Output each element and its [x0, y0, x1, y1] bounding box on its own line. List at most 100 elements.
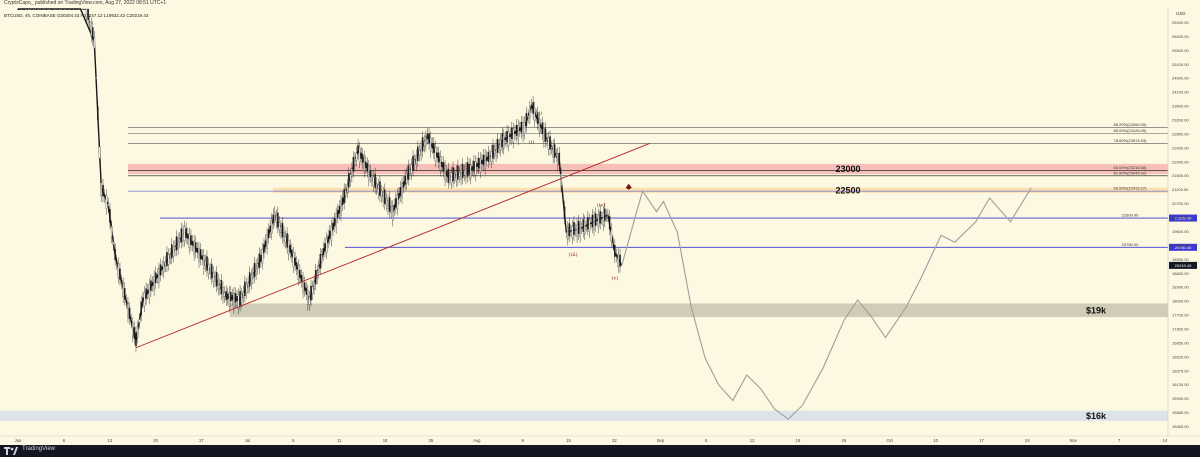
candle-body [337, 210, 339, 218]
candle-body [474, 161, 477, 176]
candle-body [156, 274, 159, 278]
price-tick: 16130.00 [1172, 382, 1189, 387]
zone-2 [230, 303, 1168, 318]
candle-body [214, 276, 216, 282]
candle-body [560, 173, 562, 187]
candle-body [525, 112, 528, 127]
time-tick: 10 [933, 438, 938, 443]
candle-body [297, 265, 300, 280]
candle-body [148, 284, 151, 299]
candle-body [514, 130, 516, 134]
candle-body [487, 151, 490, 162]
candle-body [60, 8, 62, 10]
candle-body [441, 161, 443, 167]
price-badge-text-2: 20219.43 [1175, 263, 1192, 268]
candle-body [162, 262, 165, 273]
price-tick: 18300.00 [1172, 285, 1189, 290]
price-tick: 22800.00 [1172, 131, 1189, 136]
candle-body [532, 102, 534, 114]
candle-body [66, 8, 69, 10]
candle-body [204, 260, 207, 266]
candle-body [346, 184, 349, 193]
wave-label-4: (v) [611, 275, 618, 282]
candle-body [437, 152, 440, 163]
candle-body [302, 277, 304, 293]
candle-body [201, 255, 203, 260]
candle-body [188, 233, 191, 248]
candle-body [212, 272, 215, 282]
candle-body [185, 228, 187, 238]
candle-body [159, 264, 162, 276]
candle-body [310, 285, 312, 301]
price-tick: 19400.00 [1172, 243, 1189, 248]
candle-body [477, 158, 480, 169]
candle-body [405, 173, 408, 184]
candle-body [109, 209, 111, 223]
candle-body [465, 168, 467, 178]
candle-body [63, 8, 65, 10]
zone-0 [128, 163, 1168, 175]
candle-body [371, 175, 373, 181]
projection-layer [621, 187, 1032, 420]
candle-body [485, 156, 488, 161]
symbol-legend[interactable]: BTCUSD, 4h, COINBASE O20204.43 H20247.12… [4, 13, 148, 18]
candle-body [426, 134, 429, 139]
time-tick: 12 [750, 438, 755, 443]
candle-body [110, 226, 113, 238]
candle-body [407, 165, 409, 180]
time-tick: 17 [979, 438, 984, 443]
candle-body [128, 307, 131, 320]
candle-body [615, 254, 618, 257]
candle-body [97, 106, 99, 120]
price-chart[interactable]: 23000 22500 $19k $16k 88.20%(24266.05)85.00… [0, 0, 1200, 445]
candle-body [295, 262, 298, 270]
candle-body [439, 156, 442, 171]
candle-body [199, 249, 202, 260]
candle-body [541, 122, 544, 135]
candle-body [436, 152, 438, 158]
candle-body [466, 162, 469, 177]
candle-body [434, 147, 437, 162]
candle-body [18, 8, 21, 10]
time-tick: 14 [1163, 438, 1168, 443]
price-tick: 23600.00 [1172, 104, 1189, 109]
candle-body [211, 264, 213, 279]
time-tick: 7 [1118, 438, 1121, 443]
level-label-4: 61.80%(23045.92) [1114, 170, 1148, 175]
candle-body [102, 184, 104, 197]
zone-label-1: 22500 [835, 185, 860, 195]
candle-body [557, 153, 559, 166]
candle-body [455, 171, 458, 182]
candle-body [471, 166, 474, 171]
candle-body [289, 245, 292, 253]
price-tick: 15685.00 [1172, 410, 1189, 415]
candle-body [608, 216, 611, 230]
candle-body [195, 242, 197, 253]
candle-body [247, 282, 249, 288]
candle-body [33, 8, 35, 10]
candle-body [136, 326, 139, 338]
candle-body [445, 171, 448, 177]
candle-body [321, 254, 323, 263]
candle-body [55, 8, 57, 10]
time-tick: 5 [705, 438, 708, 443]
candle-body [40, 8, 43, 10]
price-tick: 17700.00 [1172, 313, 1189, 318]
candle-body [355, 152, 358, 161]
candle-body [549, 136, 551, 150]
candle-body [600, 217, 603, 219]
candle-body [44, 8, 46, 10]
price-tick: 25500.00 [1172, 48, 1189, 53]
candle-body [324, 243, 326, 252]
candle-body [498, 144, 500, 148]
candle-body [283, 232, 285, 241]
price-tick: 18000.00 [1172, 299, 1189, 304]
candle-body [130, 319, 132, 323]
currency-label: USD [1176, 11, 1186, 16]
candle-body [275, 215, 278, 223]
candle-body [305, 287, 308, 295]
candle-body [444, 165, 446, 181]
candle-body [558, 152, 561, 166]
candle-body [105, 195, 108, 209]
footer-bar: TradingView [0, 445, 1200, 457]
